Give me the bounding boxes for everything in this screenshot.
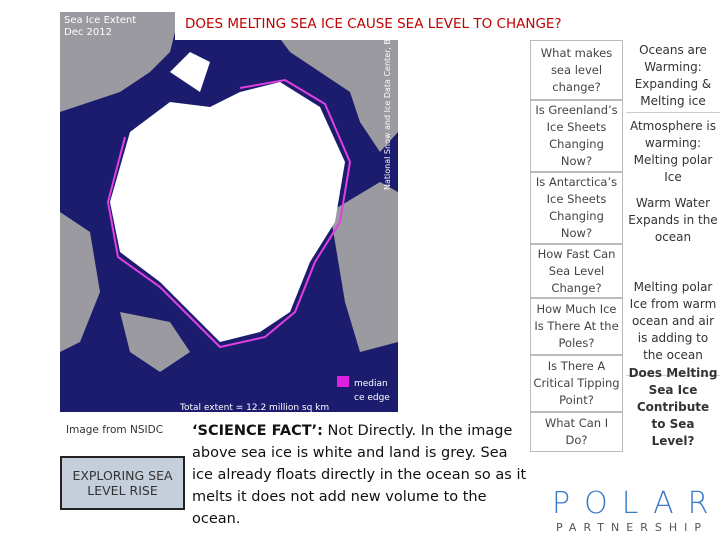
- logo-bottom: PARTNERSHIP: [556, 521, 708, 534]
- map-date: Dec 2012: [64, 27, 112, 38]
- topic-item[interactable]: Oceans are Warming: Expanding & Melting …: [634, 43, 712, 108]
- menu-button[interactable]: Is Antarctica’s Ice Sheets Changing Now?: [530, 172, 623, 244]
- menu-button[interactable]: How Much Ice Is There At the Poles?: [530, 298, 623, 355]
- sea-ice-map: Sea Ice Extent Dec 2012 National Snow an…: [60, 12, 398, 412]
- map-total: Total extent = 12.2 million sq km: [179, 403, 329, 412]
- topic-item[interactable]: Warm Water Expands in the ocean: [628, 195, 718, 244]
- science-fact: ‘SCIENCE FACT’: Not Directly. In the ima…: [192, 420, 527, 530]
- slide-title: DOES MELTING SEA ICE CAUSE SEA LEVEL TO …: [175, 12, 590, 40]
- menu-button[interactable]: What Can I Do?: [530, 412, 623, 452]
- home-button[interactable]: EXPLORING SEA LEVEL RISE: [60, 456, 185, 510]
- topic-item[interactable]: Atmosphere is warming: Melting polar Ice: [626, 112, 720, 190]
- map-credit: National Snow and Ice Data Center, Bould…: [383, 12, 392, 190]
- map-legend: ce edge: [354, 393, 390, 403]
- logo-top: POLAR: [552, 486, 720, 521]
- logo: POLAR PARTNERSHIP: [552, 486, 712, 534]
- map-legend: median: [354, 379, 388, 389]
- topic-item[interactable]: Does Melting Sea Ice Contribute to Sea L…: [626, 366, 720, 448]
- menu-button[interactable]: Is Greenland’s Ice Sheets Changing Now?: [530, 100, 623, 172]
- fact-lead: ‘SCIENCE FACT’:: [192, 423, 323, 439]
- fact-text: Not Directly. In the image above sea ice…: [192, 423, 527, 527]
- menu-button[interactable]: How Fast Can Sea Level Change?: [530, 244, 623, 298]
- map-title: Sea Ice Extent: [64, 15, 136, 26]
- topic-item[interactable]: Melting polar Ice from warm ocean and ai…: [629, 279, 717, 362]
- image-caption: Image from NSIDC: [66, 424, 164, 436]
- menu-button[interactable]: What makes sea level change?: [530, 40, 623, 100]
- menu-button[interactable]: Is There A Critical Tipping Point?: [530, 355, 623, 412]
